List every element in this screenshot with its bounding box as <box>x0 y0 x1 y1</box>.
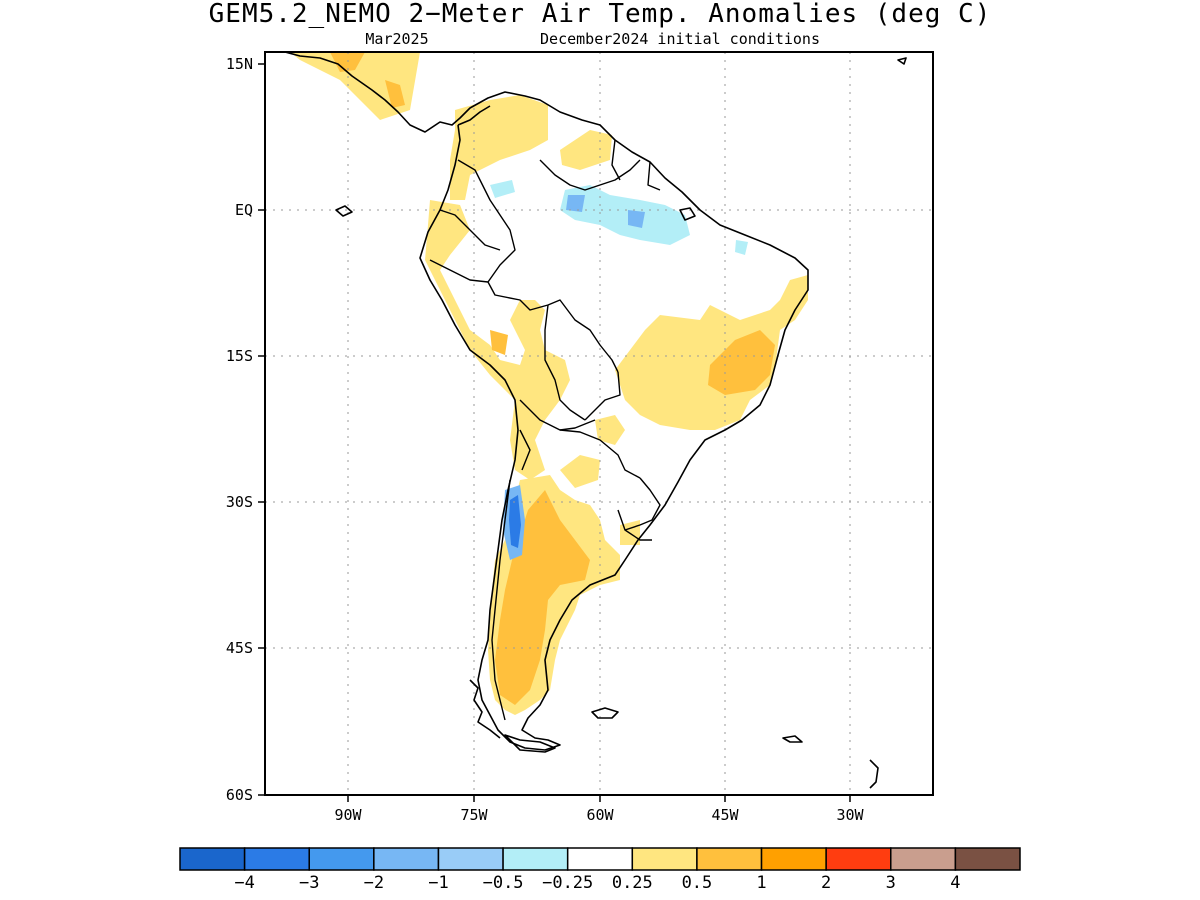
lat-tick-label: 30S <box>226 493 253 511</box>
lon-tick-label: 45W <box>711 806 739 824</box>
colorbar-swatch <box>954 847 1021 871</box>
lat-tick-label: 60S <box>226 786 253 804</box>
map-frame <box>264 51 934 796</box>
cold-anomaly <box>509 495 521 548</box>
lon-tick-label: 90W <box>334 806 362 824</box>
colorbar-label: 0.25 <box>612 873 653 893</box>
colorbar-label: −0.5 <box>483 873 524 893</box>
colorbar-swatch <box>696 847 763 871</box>
lon-tick-label: 75W <box>460 806 488 824</box>
lat-tick-label: 15S <box>226 347 253 365</box>
colorbar-swatch <box>760 847 827 871</box>
colorbar-swatch <box>825 847 892 871</box>
colorbar-label: −0.25 <box>542 873 593 893</box>
colorbar-label: 0.5 <box>682 873 713 893</box>
colorbar-label: −3 <box>299 873 319 893</box>
initial-conditions-label: December2024 initial conditions <box>540 30 820 48</box>
colorbar-label: 3 <box>886 873 896 893</box>
lat-tick-label: 45S <box>226 639 253 657</box>
country-borders <box>429 139 661 721</box>
lat-axis <box>258 63 265 796</box>
colorbar-label: 1 <box>756 873 766 893</box>
colorbar-swatch <box>243 847 310 871</box>
lon-tick-label: 30W <box>836 806 864 824</box>
colorbar-label: 2 <box>821 873 831 893</box>
colorbar-label: −4 <box>234 873 254 893</box>
lon-axis <box>347 795 851 802</box>
lon-tick-label: 60W <box>586 806 614 824</box>
cool-anomaly-weak <box>490 180 748 255</box>
colorbar-label: −2 <box>364 873 384 893</box>
colorbar-swatch <box>308 847 375 871</box>
colorbar-swatch <box>373 847 440 871</box>
lat-tick-label: 15N <box>226 55 253 73</box>
lat-tick-label: EQ <box>235 201 253 219</box>
figure-title: GEM5.2_NEMO 2−Meter Air Temp. Anomalies … <box>209 0 992 29</box>
colorbar-label: −1 <box>428 873 448 893</box>
forecast-month: Mar2025 <box>365 30 428 48</box>
colorbar: −4 −3 −2 −1 −0.5 −0.25 0.25 0.5 1 2 3 4 <box>179 847 1021 893</box>
colorbar-swatch <box>502 847 569 871</box>
colorbar-swatch <box>179 847 246 871</box>
colorbar-swatch <box>890 847 957 871</box>
coastlines <box>284 52 907 789</box>
colorbar-swatch <box>566 847 634 871</box>
colorbar-swatch <box>631 847 698 871</box>
map-panel: 15N EQ 15S 30S 45S 60S 90W 75W 60W 45W 3… <box>226 51 934 824</box>
colorbar-label: 4 <box>950 873 960 893</box>
colorbar-swatch <box>437 847 504 871</box>
